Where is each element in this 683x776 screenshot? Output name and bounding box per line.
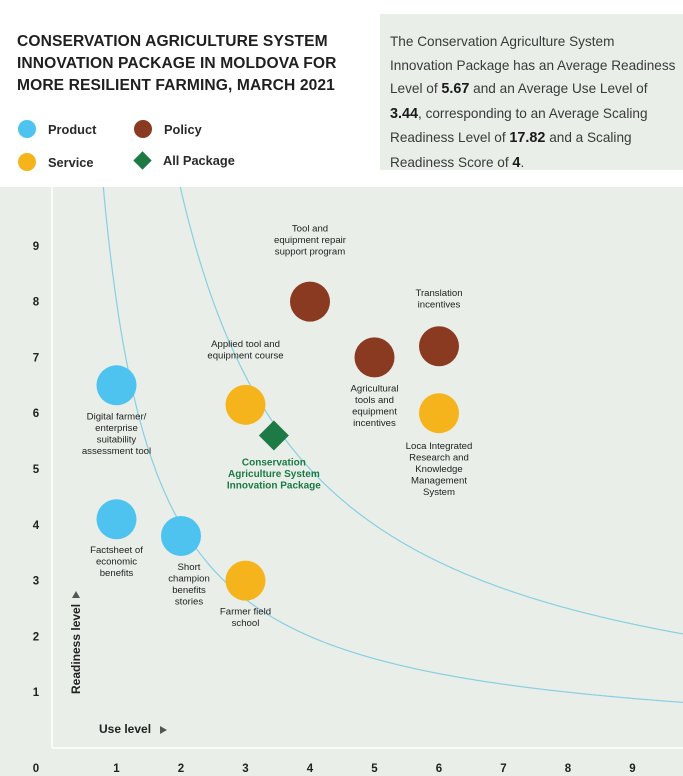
summary-line-4: , corresponding to an Average Scaling bbox=[418, 105, 648, 121]
y-tick-label: 4 bbox=[33, 520, 40, 532]
service-marker bbox=[225, 560, 266, 601]
service-circle-icon bbox=[18, 153, 36, 171]
summary-line-6a: Readiness Score of bbox=[390, 154, 513, 170]
point-label: Loca Integrated Research and Knowledge Mana… bbox=[406, 441, 473, 498]
point-label: Digital farmer/enterprise suitability asse… bbox=[82, 411, 151, 457]
avg-srl-value: 17.82 bbox=[509, 130, 546, 146]
point-label: Agricultural tools and equipment incentives bbox=[351, 383, 399, 429]
package-diamond-marker bbox=[258, 420, 289, 451]
x-tick-label: 8 bbox=[565, 763, 572, 775]
legend-item-product: Product bbox=[18, 120, 96, 138]
x-tick-label: 9 bbox=[629, 763, 635, 775]
x-tick-label: 0 bbox=[33, 763, 39, 775]
point-label: Applied tool and equipment course bbox=[207, 339, 283, 362]
x-tick-label: 3 bbox=[242, 763, 248, 775]
point-label: Translation incentives bbox=[415, 288, 462, 311]
product-marker bbox=[96, 499, 137, 540]
avg-readiness-value: 5.67 bbox=[441, 81, 470, 97]
policy-circle-icon bbox=[134, 120, 152, 138]
legend: Product Policy Service All Package bbox=[18, 120, 318, 180]
point-label: Conservation Agriculture System Innovation… bbox=[227, 458, 321, 492]
legend-label-policy: Policy bbox=[164, 121, 202, 137]
summary-box: The Conservation Agriculture System Inno… bbox=[380, 14, 683, 171]
summary-text: The Conservation Agriculture System Inno… bbox=[390, 30, 683, 175]
y-axis-arrow-icon bbox=[72, 591, 80, 598]
y-axis-title: Readiness level bbox=[69, 604, 83, 694]
avg-use-value: 3.44 bbox=[390, 105, 419, 122]
y-tick-label: 6 bbox=[33, 408, 39, 420]
legend-item-package: All Package bbox=[133, 151, 235, 170]
summary-line-3b: and an Average Use Level of bbox=[469, 81, 648, 96]
legend-item-service: Service bbox=[18, 153, 94, 171]
scaling-curve-1 bbox=[102, 187, 683, 703]
product-marker bbox=[161, 515, 201, 556]
point-label: Farmer field school bbox=[220, 607, 271, 630]
y-tick-label: 2 bbox=[33, 631, 39, 643]
x-tick-label: 7 bbox=[500, 763, 506, 775]
product-marker bbox=[96, 365, 137, 406]
summary-line-2: Innovation Package has an Average Readin… bbox=[390, 57, 676, 73]
service-marker bbox=[225, 384, 266, 425]
x-tick-label: 6 bbox=[436, 763, 442, 775]
chart-title: CONSERVATION AGRICULTURE SYSTEM INNOVATI… bbox=[17, 33, 337, 94]
legend-label-service: Service bbox=[48, 154, 94, 170]
y-tick-label: 3 bbox=[33, 576, 39, 588]
summary-line-5b: and a Scaling bbox=[545, 130, 632, 145]
x-tick-label: 5 bbox=[371, 763, 378, 775]
y-tick-label: 1 bbox=[33, 687, 40, 699]
x-tick-label: 4 bbox=[307, 763, 314, 775]
legend-label-package: All Package bbox=[163, 153, 235, 168]
summary-line-6b: . bbox=[520, 154, 525, 170]
y-tick-label: 7 bbox=[33, 352, 39, 364]
scaling-score-value: 4 bbox=[512, 154, 521, 171]
y-tick-label: 5 bbox=[33, 464, 40, 476]
policy-marker bbox=[290, 281, 330, 322]
x-tick-label: 1 bbox=[113, 763, 120, 775]
service-marker bbox=[419, 393, 459, 434]
summary-line-3a: Level of bbox=[390, 81, 442, 96]
y-tick-label: 8 bbox=[33, 297, 40, 309]
x-tick-label: 2 bbox=[178, 763, 184, 775]
point-label: Short champion benefits stories bbox=[168, 562, 210, 608]
summary-line-5a: Readiness Level of bbox=[390, 130, 510, 145]
legend-label-product: Product bbox=[48, 121, 97, 137]
y-tick-label: 9 bbox=[33, 241, 39, 253]
policy-marker bbox=[419, 326, 459, 367]
x-axis-title: Use level bbox=[99, 722, 151, 736]
scaling-curve-2 bbox=[179, 187, 683, 635]
legend-item-policy: Policy bbox=[134, 120, 202, 138]
x-axis-arrow-icon bbox=[160, 726, 167, 734]
point-label: Factsheet of economic benefits bbox=[90, 545, 143, 579]
product-circle-icon bbox=[18, 120, 36, 138]
point-label: Tool and equipment repair support program bbox=[274, 224, 347, 258]
policy-marker bbox=[354, 337, 395, 378]
summary-line-1: The Conservation Agriculture System bbox=[390, 34, 615, 49]
